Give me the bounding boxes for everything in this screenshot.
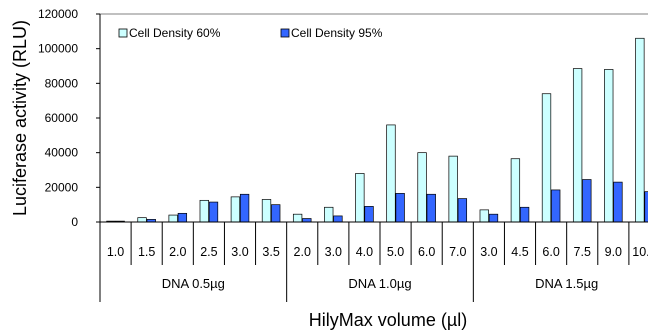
bar-series-2: [644, 191, 648, 223]
legend-swatch-series-2: [280, 28, 290, 38]
x-category-label: 2.5: [200, 245, 217, 259]
bar-series-2: [333, 215, 343, 223]
bar-series-2: [551, 189, 561, 223]
legend-label-series-2: Cell Density 95%: [291, 26, 383, 40]
x-category-label: 1.5: [138, 245, 155, 259]
y-axis: 0 20000 40000 60000 80000 100000 120000: [38, 7, 101, 229]
y-tick-label: 120000: [38, 7, 78, 21]
bar-series-1: [355, 173, 365, 223]
x-category-label: 4.5: [511, 245, 528, 259]
bar-series-1: [199, 199, 209, 223]
bar-series-1: [448, 155, 458, 223]
x-category-label: 3.0: [480, 245, 497, 259]
bar-series-1: [572, 68, 583, 223]
y-tick-label: 20000: [45, 180, 79, 194]
bar-series-2: [364, 206, 374, 223]
bar-series-1: [386, 124, 396, 223]
bar-series-2: [613, 181, 623, 223]
y-tick-label: 100000: [38, 42, 78, 56]
x-category-label: 2.0: [169, 245, 186, 259]
x-category-label: 7.0: [449, 245, 466, 259]
bar-series-1: [292, 213, 303, 223]
y-tick-label: 80000: [45, 76, 79, 90]
bar-series-2: [488, 213, 499, 223]
legend: Cell Density 60% Cell Density 95%: [118, 26, 383, 40]
bar-series-2: [239, 193, 250, 223]
y-tick-label: 60000: [45, 111, 79, 125]
x-category-label: 3.0: [231, 245, 248, 259]
bar-series-2: [426, 193, 436, 223]
bar-series-1: [324, 206, 334, 223]
bar-series-2: [302, 218, 312, 223]
x-category-label: 3.5: [262, 245, 279, 259]
bar-series-1: [261, 199, 272, 223]
x-category-label: 4.0: [356, 245, 373, 259]
bar-series-1: [230, 196, 241, 223]
bar-series-1: [541, 93, 552, 223]
bar-series-1: [137, 217, 147, 223]
bar-series-2: [457, 198, 468, 223]
bar-series-1: [479, 209, 489, 223]
bar-series-2: [271, 204, 281, 223]
bar-series-2: [519, 206, 530, 223]
x-axis-title: HilyMax volume (µl): [309, 310, 467, 330]
plot-area: [99, 13, 648, 223]
x-group-label: DNA 0.5µg: [162, 276, 225, 291]
y-tick-label: 40000: [45, 146, 79, 160]
bar-series-1: [635, 37, 645, 223]
bar-series-2: [177, 212, 188, 223]
x-category-label: 6.0: [418, 245, 435, 259]
x-category-label: 7.5: [574, 245, 591, 259]
y-tick-label: 0: [71, 215, 78, 229]
bar-series-2: [395, 193, 405, 223]
x-group-label: DNA 1.5µg: [535, 276, 598, 291]
x-category-label: 10.5: [632, 245, 648, 259]
x-category-label: 1.0: [107, 245, 124, 259]
bar-series-1: [417, 152, 427, 223]
x-category-label: 3.0: [325, 245, 342, 259]
y-axis-title: Luciferase activity (RLU): [10, 20, 30, 216]
x-group-label: DNA 1.0µg: [348, 276, 411, 291]
bar-series-1: [510, 158, 521, 223]
x-category-label: 9.0: [605, 245, 622, 259]
legend-swatch-series-1: [118, 28, 128, 38]
x-category-label: 2.0: [294, 245, 311, 259]
bar-series-2: [208, 201, 219, 223]
bar-series-1: [168, 214, 178, 223]
x-category-label: 5.0: [387, 245, 404, 259]
x-axis: 1.0 1.5 2.0 2.5 3.0 3.5 2.0 3.0 4.0 5.0 6.0 7.0 3.0 4…: [99, 221, 648, 302]
bar-series-1: [604, 69, 614, 223]
bars-layer: [106, 37, 648, 223]
bar-series-2: [582, 179, 592, 223]
x-category-label: 6.0: [542, 245, 559, 259]
legend-label-series-1: Cell Density 60%: [129, 26, 221, 40]
